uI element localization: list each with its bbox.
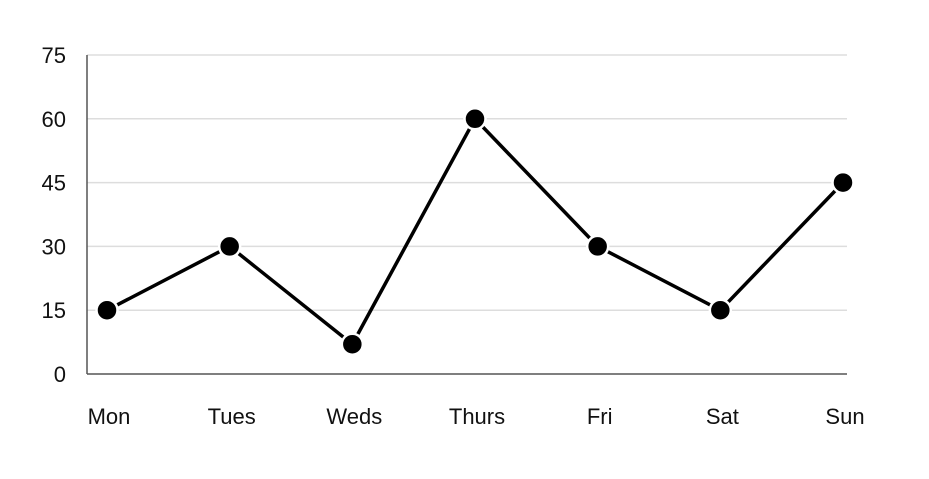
data-point-weds [340, 332, 365, 356]
y-tick-label: 60 [42, 107, 66, 132]
x-tick-label: Fri [587, 404, 613, 429]
x-tick-label: Weds [326, 404, 382, 429]
y-tick-label: 75 [42, 43, 66, 68]
data-point-tues [217, 234, 242, 259]
y-tick-label: 30 [42, 234, 66, 259]
gridlines [87, 54, 847, 311]
y-tick-label: 45 [42, 171, 66, 196]
x-tick-labels: Mon Tues Weds Thurs Fri Sat Sun [88, 404, 865, 429]
data-point-mon [95, 298, 119, 322]
data-point-fri [585, 234, 610, 259]
data-point-sun [831, 170, 855, 195]
y-tick-labels: 0 15 30 45 60 75 [42, 43, 66, 387]
data-point-thurs [463, 107, 487, 131]
y-tick-label: 0 [54, 362, 66, 387]
x-tick-label: Sun [825, 404, 864, 429]
x-tick-label: Thurs [449, 404, 505, 429]
axes [86, 55, 847, 375]
x-tick-label: Mon [88, 404, 131, 429]
x-tick-label: Sat [706, 404, 739, 429]
data-point-sat [708, 298, 733, 322]
y-tick-label: 15 [42, 298, 66, 323]
x-tick-label: Tues [208, 404, 256, 429]
data-points [95, 107, 855, 356]
